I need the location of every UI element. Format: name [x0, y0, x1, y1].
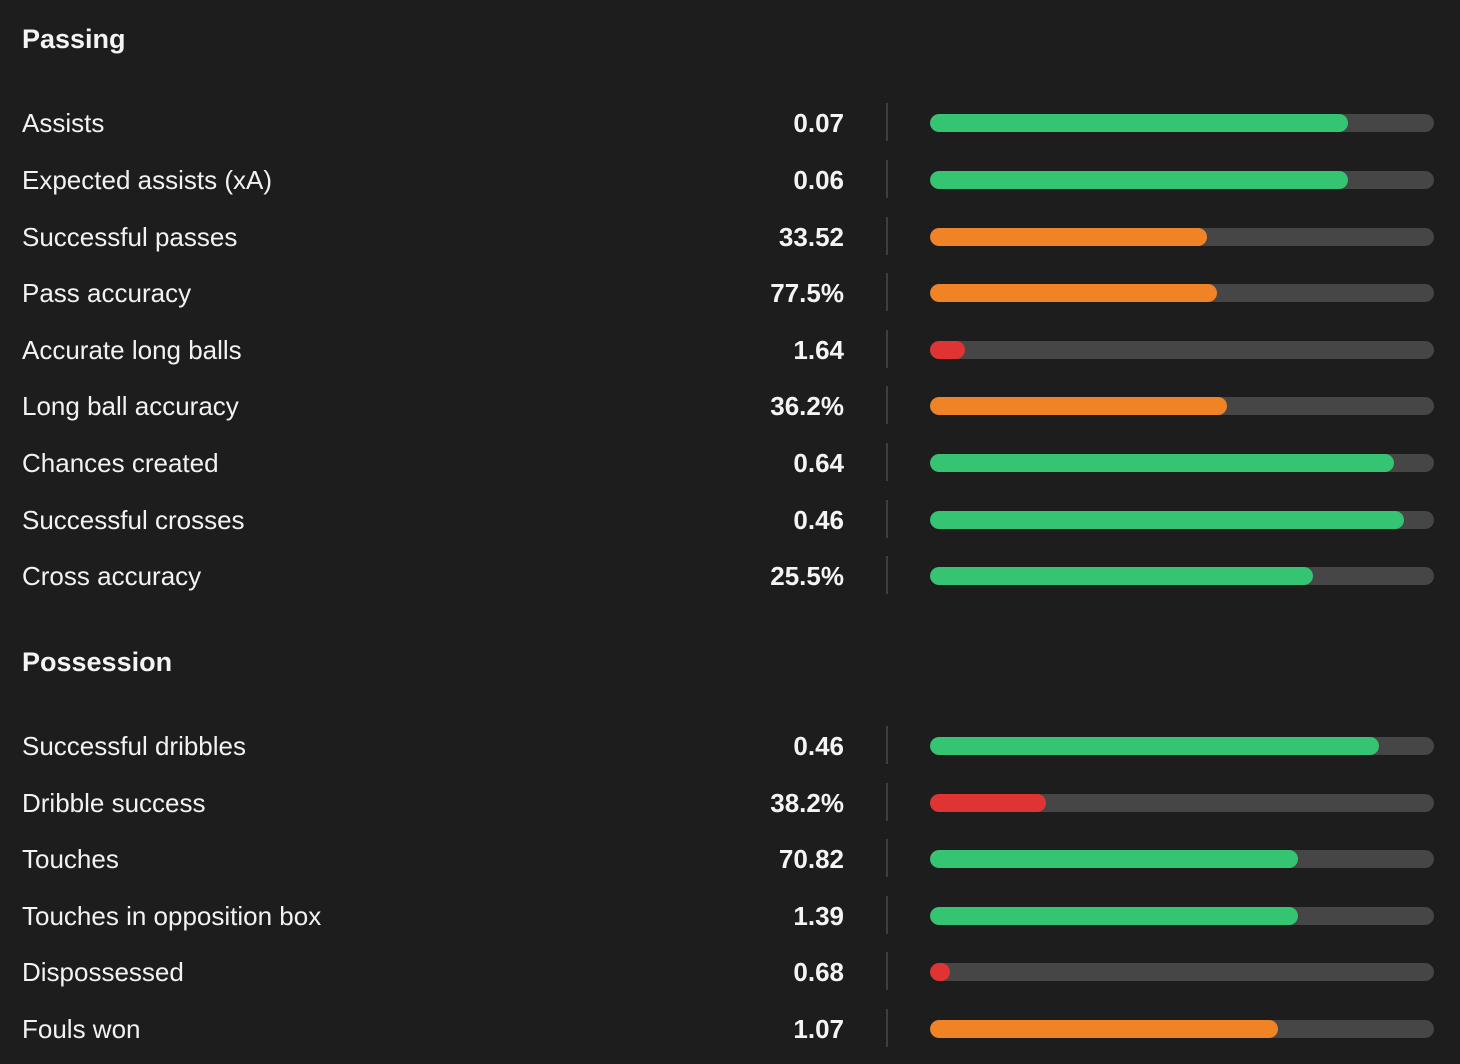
row-divider [886, 896, 888, 934]
stat-label: Successful passes [22, 222, 238, 252]
row-divider [886, 500, 888, 538]
stat-value: 1.64 [793, 335, 844, 365]
stat-label: Expected assists (xA) [22, 165, 272, 195]
percentile-bar-fill [930, 454, 1394, 472]
stat-row-assists[interactable]: Assists 0.07 [0, 99, 1460, 147]
stat-value: 33.52 [778, 222, 844, 252]
stat-value: 0.07 [793, 108, 844, 138]
stat-value: 0.46 [793, 505, 844, 535]
stat-row-successful-dribbles[interactable]: Successful dribbles 0.46 [0, 722, 1460, 770]
stat-label: Successful dribbles [22, 731, 246, 761]
percentile-bar [930, 850, 1434, 868]
section-title-possession: Possession [22, 647, 173, 677]
percentile-bar-fill [930, 794, 1046, 812]
row-divider [886, 273, 888, 311]
stat-label: Fouls won [22, 1014, 141, 1044]
stat-value: 70.82 [778, 844, 844, 874]
percentile-bar-fill [930, 907, 1298, 925]
percentile-bar-fill [930, 850, 1298, 868]
stat-label: Touches in opposition box [22, 901, 322, 931]
row-divider [886, 839, 888, 877]
stat-label: Dispossessed [22, 957, 184, 987]
percentile-bar [930, 737, 1434, 755]
percentile-bar [930, 963, 1434, 981]
stat-label: Chances created [22, 448, 219, 478]
row-divider [886, 217, 888, 255]
percentile-bar [930, 511, 1434, 529]
percentile-bar [930, 567, 1434, 585]
percentile-bar [930, 454, 1434, 472]
percentile-bar-fill [930, 1020, 1278, 1038]
percentile-bar-fill [930, 114, 1349, 132]
section-title-passing: Passing [22, 24, 126, 54]
row-divider [886, 443, 888, 481]
percentile-bar [930, 794, 1434, 812]
percentile-bar-fill [930, 284, 1218, 302]
stat-value: 77.5% [770, 278, 844, 308]
stat-value: 0.64 [793, 448, 844, 478]
row-divider [886, 103, 888, 141]
percentile-bar-fill [930, 228, 1208, 246]
row-divider [886, 1009, 888, 1047]
stat-value: 1.07 [793, 1014, 844, 1044]
stat-label: Accurate long balls [22, 335, 242, 365]
stat-row-chances-created[interactable]: Chances created 0.64 [0, 439, 1460, 487]
percentile-bar-fill [930, 963, 951, 981]
stat-row-dribble-success[interactable]: Dribble success 38.2% [0, 779, 1460, 827]
stat-row-successful-passes[interactable]: Successful passes 33.52 [0, 213, 1460, 261]
stat-row-successful-crosses[interactable]: Successful crosses 0.46 [0, 496, 1460, 544]
stat-row-accurate-long-balls[interactable]: Accurate long balls 1.64 [0, 326, 1460, 374]
stat-row-touches-in-opposition-box[interactable]: Touches in opposition box 1.39 [0, 892, 1460, 940]
stat-row-cross-accuracy[interactable]: Cross accuracy 25.5% [0, 552, 1460, 600]
stat-value: 38.2% [770, 788, 844, 818]
stat-row-long-ball-accuracy[interactable]: Long ball accuracy 36.2% [0, 382, 1460, 430]
stat-row-expected-assists[interactable]: Expected assists (xA) 0.06 [0, 156, 1460, 204]
stat-label: Long ball accuracy [22, 391, 239, 421]
percentile-bar [930, 228, 1434, 246]
row-divider [886, 160, 888, 198]
stat-label: Dribble success [22, 788, 206, 818]
percentile-bar [930, 284, 1434, 302]
percentile-bar [930, 1020, 1434, 1038]
percentile-bar-fill [930, 737, 1379, 755]
percentile-bar [930, 907, 1434, 925]
stat-row-dispossessed[interactable]: Dispossessed 0.68 [0, 948, 1460, 996]
stat-value: 0.46 [793, 731, 844, 761]
stat-label: Touches [22, 844, 119, 874]
percentile-bar-fill [930, 341, 966, 359]
percentile-bar [930, 397, 1434, 415]
percentile-bar-fill [930, 511, 1404, 529]
stat-row-pass-accuracy[interactable]: Pass accuracy 77.5% [0, 269, 1460, 317]
stat-row-fouls-won[interactable]: Fouls won 1.07 [0, 1005, 1460, 1053]
percentile-bar [930, 341, 1434, 359]
stat-row-touches[interactable]: Touches 70.82 [0, 835, 1460, 883]
stat-value: 36.2% [770, 391, 844, 421]
row-divider [886, 386, 888, 424]
stat-label: Cross accuracy [22, 561, 202, 591]
row-divider [886, 783, 888, 821]
stat-label: Assists [22, 108, 105, 138]
percentile-bar-fill [930, 567, 1314, 585]
stat-label: Pass accuracy [22, 278, 192, 308]
percentile-bar [930, 114, 1434, 132]
percentile-bar-fill [930, 397, 1228, 415]
stat-value: 0.06 [793, 165, 844, 195]
row-divider [886, 330, 888, 368]
stat-value: 0.68 [793, 957, 844, 987]
stat-label: Successful crosses [22, 505, 245, 535]
stat-value: 1.39 [793, 901, 844, 931]
percentile-bar-fill [930, 171, 1349, 189]
row-divider [886, 726, 888, 764]
percentile-bar [930, 171, 1434, 189]
row-divider [886, 952, 888, 990]
stat-value: 25.5% [770, 561, 844, 591]
row-divider [886, 556, 888, 594]
